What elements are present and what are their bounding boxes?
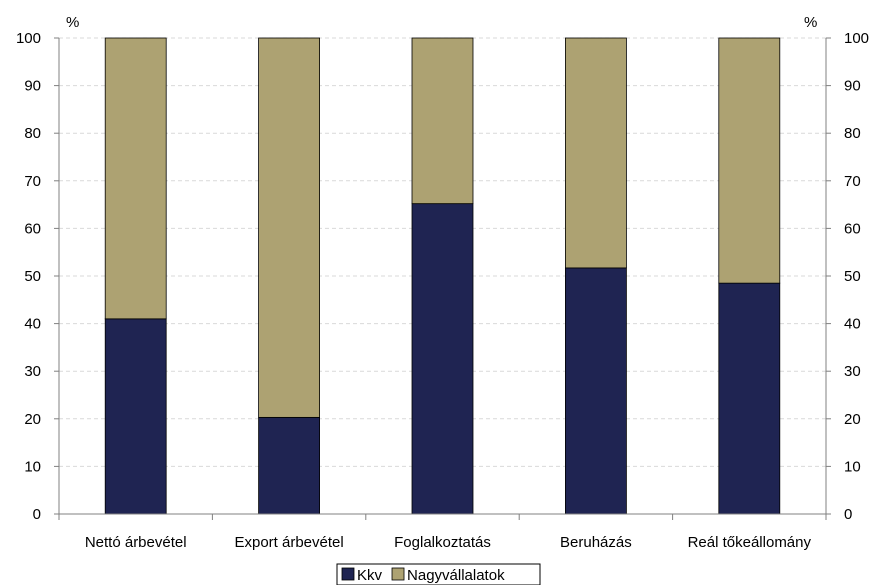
category-label: Nettó árbevétel [85,534,187,551]
y-tick-label-right: 50 [844,268,861,285]
y-tick-label-right: 30 [844,363,861,380]
legend-box [336,563,541,585]
gridlines [59,37,826,467]
category-label: Export árbevétel [234,534,343,551]
bar-kkv-4 [718,282,781,515]
bar-kkv-1 [258,416,321,515]
y-unit-left: % [66,14,79,31]
bar-nagyvallalatok-0 [104,37,167,320]
y-tick-label-left: 60 [24,220,41,237]
y-tick-label-right: 10 [844,458,861,475]
left-tick-labels: 0 10 20 30 40 50 60 70 80 90 100 [16,30,41,523]
y-tick-label-right: 20 [844,411,861,428]
right-tick-labels: 0 10 20 30 40 50 60 70 80 90 100 [844,30,869,523]
y-tick-label-left: 70 [24,173,41,190]
y-tick-label-left: 10 [24,458,41,475]
bar-nagyvallalatok-2 [411,37,474,205]
bar-nagyvallalatok-1 [258,37,321,418]
axes [54,37,831,520]
y-tick-label-left: 0 [33,506,41,523]
legend: Kkv Nagyvállalatok [336,563,541,585]
y-tick-label-left: 50 [24,268,41,285]
legend-swatch-kkv [341,567,355,581]
y-tick-label-right: 80 [844,125,861,142]
y-tick-label-right: 0 [844,506,852,523]
y-tick-label-left: 30 [24,363,41,380]
category-labels: Nettó árbevétel Export árbevétel Foglalkoz… [85,534,812,551]
bar-kkv-2 [411,203,474,515]
category-label: Beruházás [560,534,632,551]
y-tick-label-right: 100 [844,30,869,47]
y-tick-label-left: 20 [24,411,41,428]
bar-nagyvallalatok-3 [565,37,627,269]
bars [104,37,781,515]
legend-label-nagyvallalatok: Nagyvállalatok [407,567,505,584]
y-tick-label-left: 100 [16,30,41,47]
bar-nagyvallalatok-4 [718,37,781,284]
y-tick-label-right: 70 [844,173,861,190]
y-tick-label-right: 40 [844,316,861,333]
y-tick-label-left: 90 [24,78,41,95]
bar-kkv-3 [565,267,627,515]
legend-swatch-nagyvallalatok [391,567,405,581]
y-tick-label-right: 90 [844,78,861,95]
y-tick-label-left: 40 [24,316,41,333]
y-tick-label-left: 80 [24,125,41,142]
bar-kkv-0 [104,318,167,515]
category-label: Reál tőkeállomány [688,534,812,551]
category-label: Foglalkoztatás [394,534,491,551]
y-unit-right: % [804,14,817,31]
legend-label-kkv: Kkv [357,567,383,584]
y-tick-label-right: 60 [844,220,861,237]
